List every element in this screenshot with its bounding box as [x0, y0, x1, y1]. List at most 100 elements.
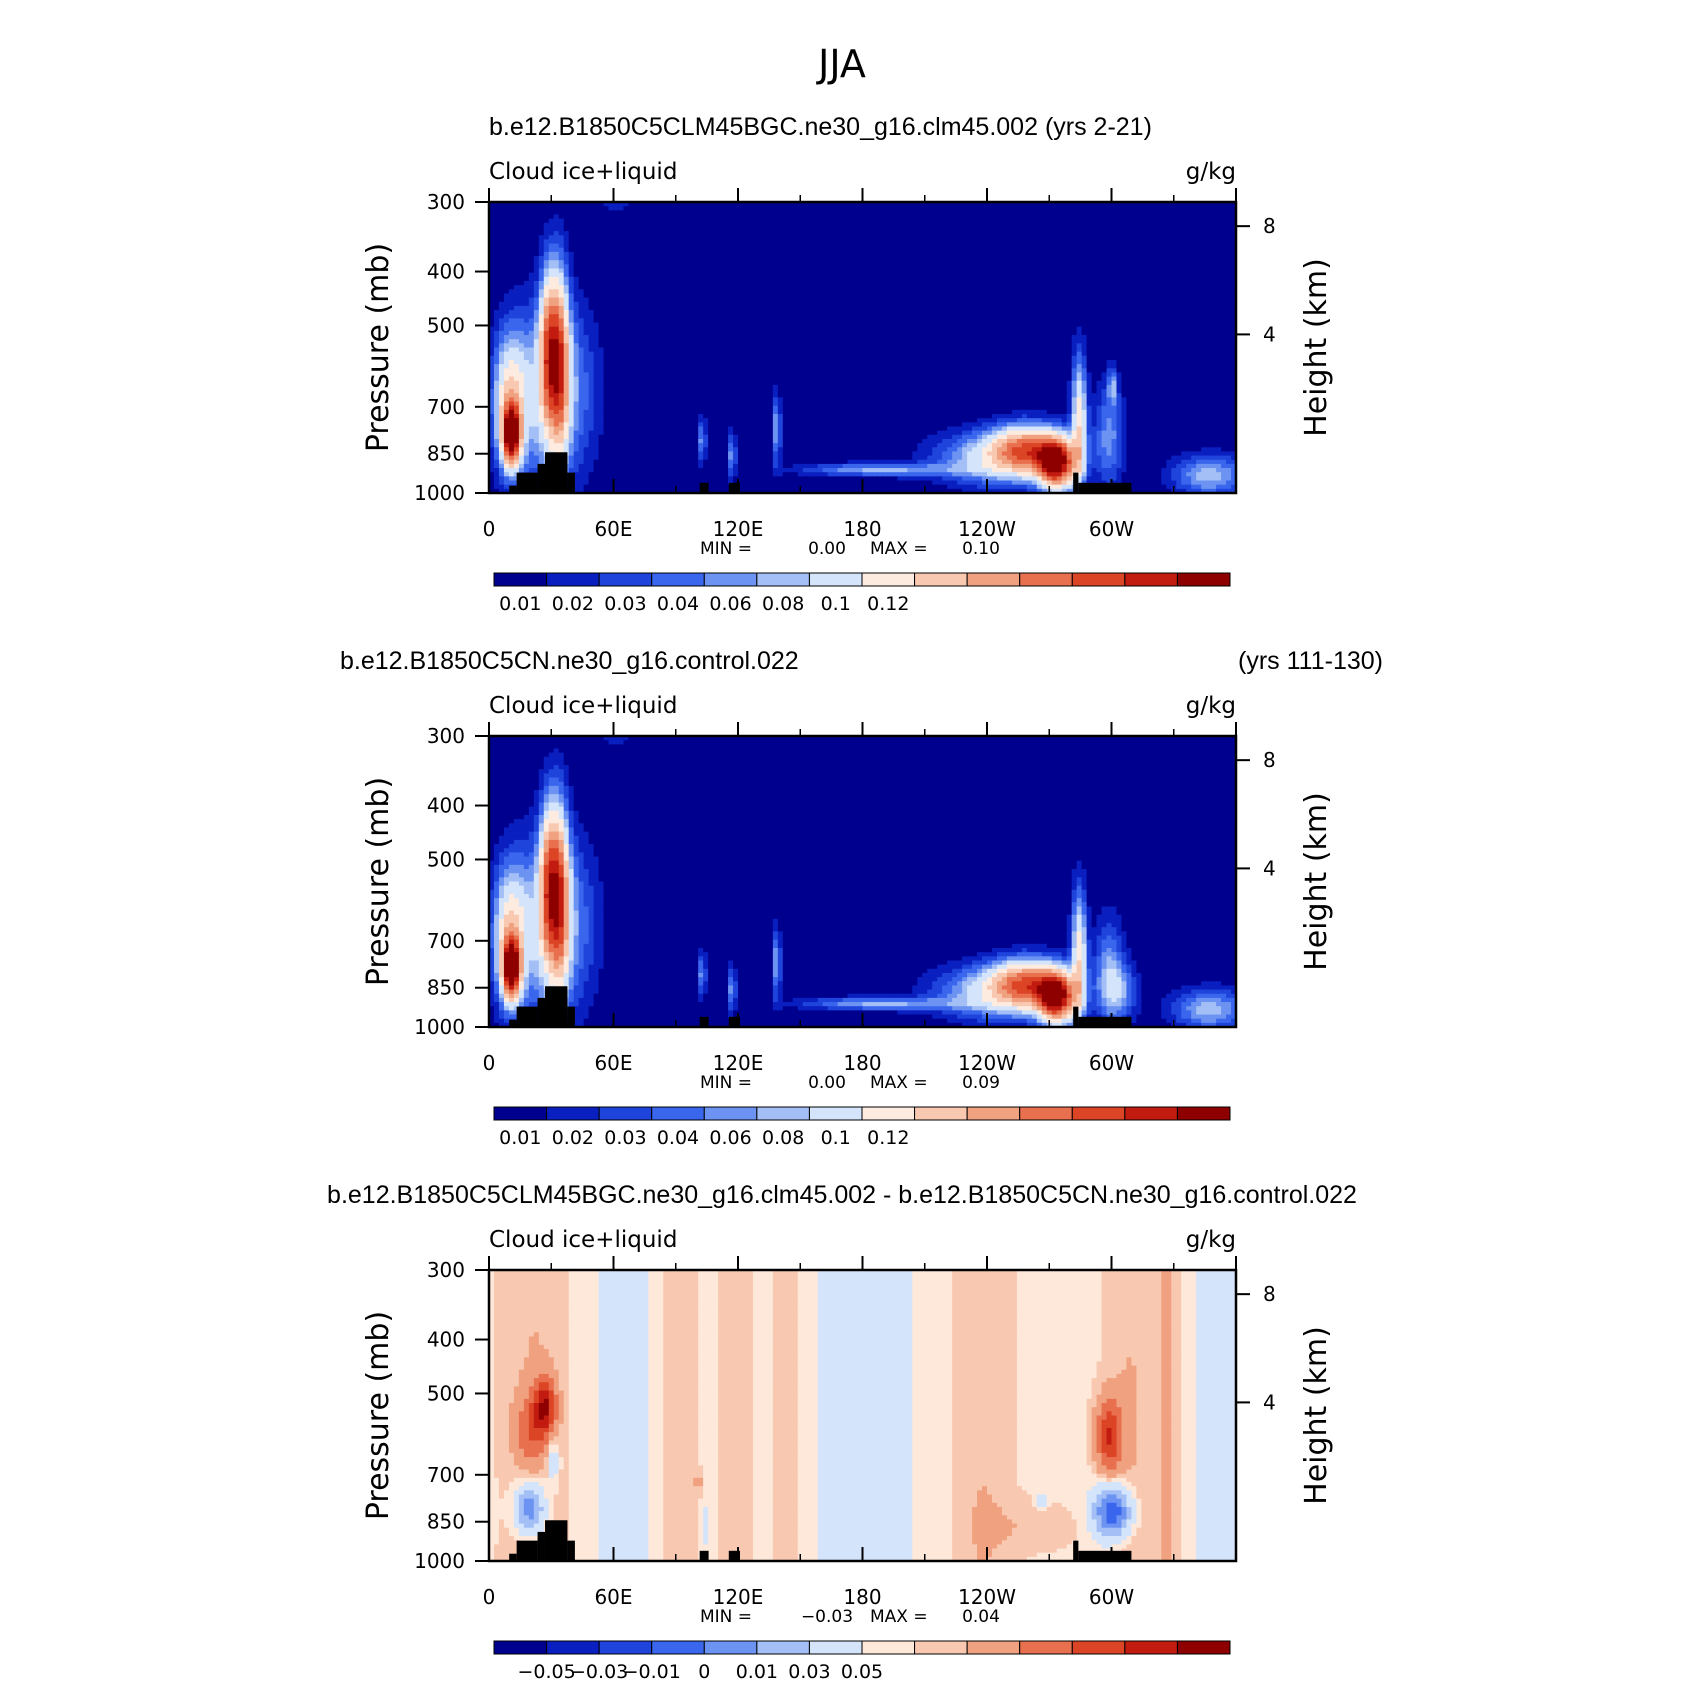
field-cell: [653, 210, 659, 215]
field-cell: [1196, 231, 1202, 236]
field-cell: [1131, 244, 1137, 249]
field-cell: [733, 293, 739, 298]
field-cell: [838, 227, 844, 232]
field-cell: [932, 231, 938, 236]
field-cell: [1017, 264, 1023, 269]
field-cell: [1201, 323, 1207, 328]
field-cell: [559, 252, 565, 257]
field-cell: [877, 223, 883, 228]
field-cell: [693, 293, 699, 298]
field-cell: [1047, 210, 1053, 215]
field-cell: [1067, 289, 1073, 294]
field-cell: [524, 273, 530, 278]
field-cell: [1087, 244, 1093, 249]
field-cell: [803, 335, 809, 340]
field-cell: [743, 314, 749, 319]
field-cell: [733, 214, 739, 219]
field-cell: [723, 227, 729, 232]
field-cell: [982, 306, 988, 311]
field-cell: [843, 256, 849, 261]
field-cell: [947, 277, 953, 282]
field-cell: [504, 248, 510, 253]
field-cell: [932, 331, 938, 336]
field-cell: [1037, 306, 1043, 311]
field-cell: [1126, 206, 1132, 211]
field-cell: [1067, 327, 1073, 332]
field-cell: [952, 223, 958, 228]
field-cell: [867, 335, 873, 340]
field-cell: [534, 339, 540, 344]
field-cell: [1146, 264, 1152, 269]
field-cell: [569, 235, 575, 240]
field-cell: [1002, 206, 1008, 211]
field-cell: [1087, 219, 1093, 224]
field-cell: [1112, 314, 1118, 319]
field-cell: [1181, 310, 1187, 315]
field-cell: [1226, 214, 1232, 219]
field-cell: [1027, 256, 1033, 261]
field-cell: [683, 231, 689, 236]
field-cell: [633, 310, 639, 315]
field-cell: [1206, 231, 1212, 236]
field-cell: [982, 264, 988, 269]
field-cell: [917, 306, 923, 311]
field-cell: [1141, 281, 1147, 286]
field-cell: [1002, 289, 1008, 294]
field-cell: [628, 214, 634, 219]
field-cell: [982, 235, 988, 240]
field-cell: [907, 281, 913, 286]
field-cell: [897, 331, 903, 336]
field-cell: [972, 256, 978, 261]
field-cell: [594, 223, 600, 228]
field-cell: [549, 210, 555, 215]
field-cell: [932, 239, 938, 244]
field-cell: [1176, 256, 1182, 261]
field-cell: [509, 219, 515, 224]
field-cell: [584, 239, 590, 244]
field-cell: [688, 235, 694, 240]
field-cell: [594, 248, 600, 253]
field-cell: [992, 281, 998, 286]
field-cell: [758, 331, 764, 336]
field-cell: [623, 206, 629, 211]
field-cell: [529, 314, 535, 319]
field-cell: [1022, 214, 1028, 219]
field-cell: [1181, 314, 1187, 319]
field-cell: [1012, 293, 1018, 298]
field-cell: [788, 335, 794, 340]
field-cell: [1112, 260, 1118, 265]
field-cell: [1201, 318, 1207, 323]
field-cell: [1226, 206, 1232, 211]
field-cell: [1116, 273, 1122, 278]
field-cell: [499, 339, 505, 344]
field-cell: [1042, 219, 1048, 224]
field-cell: [1007, 298, 1013, 303]
field-cell: [723, 323, 729, 328]
field-cell: [808, 314, 814, 319]
field-cell: [554, 310, 560, 315]
field-cell: [584, 335, 590, 340]
field-cell: [848, 331, 854, 336]
field-cell: [693, 306, 699, 311]
field-cell: [987, 269, 993, 274]
field-cell: [1206, 214, 1212, 219]
field-cell: [1042, 293, 1048, 298]
field-cell: [1007, 214, 1013, 219]
field-cell: [1166, 239, 1172, 244]
field-cell: [1216, 285, 1222, 290]
field-cell: [748, 293, 754, 298]
field-cell: [992, 298, 998, 303]
field-cell: [863, 214, 869, 219]
field-cell: [1221, 331, 1227, 336]
field-cell: [882, 327, 888, 332]
field-cell: [867, 260, 873, 265]
field-cell: [693, 256, 699, 261]
field-cell: [858, 331, 864, 336]
field-cell: [1221, 298, 1227, 303]
field-cell: [1102, 327, 1108, 332]
field-cell: [1102, 210, 1108, 215]
field-cell: [708, 214, 714, 219]
field-cell: [902, 231, 908, 236]
field-cell: [1201, 235, 1207, 240]
field-cell: [1037, 260, 1043, 265]
